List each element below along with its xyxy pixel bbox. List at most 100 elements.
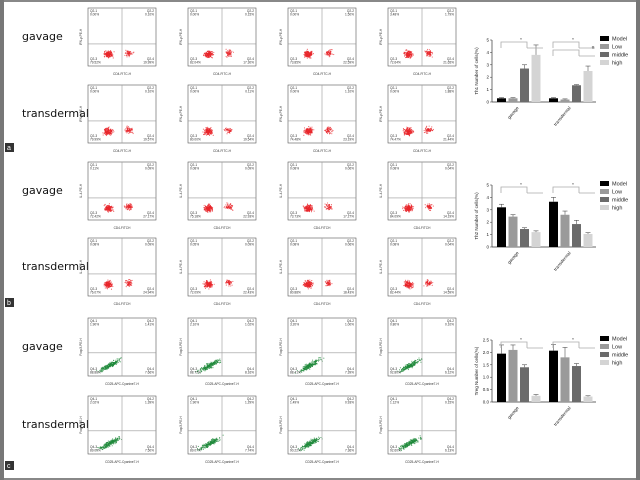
event-dot [219,359,221,361]
quadrant-percentage: 14.19% [443,215,454,219]
event-dot [406,367,409,369]
event-dot [125,208,127,210]
event-dot [116,438,118,440]
event-dot [108,203,110,205]
quadrant-percentage: 0.09% [145,243,154,247]
event-dot [126,51,128,53]
event-dot [404,207,406,209]
y-axis-label: IFN-γ-PE-H [379,28,383,45]
event-dot [405,130,407,132]
event-dot [229,204,231,206]
event-dot [130,128,132,130]
event-dot [209,367,211,370]
event-dot [208,205,210,207]
flow-plot: Q2-10.00%Q2-20.15%Q2-382.04%Q2-417.30%CD… [179,7,257,76]
event-dot [312,128,314,130]
event-dot [106,369,108,371]
x-axis-label: CD4-FITC-H [113,72,132,76]
event-dot [125,128,127,130]
event-dot [209,279,211,281]
event-dot [211,54,213,56]
event-dot [315,362,318,365]
event-dot [208,56,210,58]
event-dot [410,54,412,56]
event-dot [104,52,106,54]
event-dot [110,288,113,290]
event-dot [225,51,227,53]
event-dot [309,205,312,207]
event-dot [114,443,116,445]
event-dot [307,286,309,288]
event-dot [414,359,416,361]
event-dot [108,51,110,53]
event-dot [328,209,330,211]
event-dot [105,50,107,52]
event-dot [210,282,212,284]
event-dot [207,133,209,135]
event-dot [427,131,429,133]
event-dot [230,281,232,283]
event-dot [411,367,413,369]
quadrant-percentage: 21.65% [443,61,454,65]
event-dot [424,50,426,52]
event-dot [230,209,232,211]
event-dot [313,364,315,366]
event-dot [106,131,108,133]
event-dot [109,209,111,211]
quadrant-name: Q2-4 [147,134,154,138]
event-dot [410,205,412,207]
event-dot [226,206,228,209]
event-dot [407,210,409,212]
event-dot [208,288,210,290]
event-dot [425,283,427,285]
event-dot [423,285,425,287]
event-dot [207,51,209,53]
event-dot [209,286,211,288]
event-dot [310,287,312,290]
event-dot [310,51,312,54]
y-axis-label: Foxp3-PE-H [279,338,283,356]
event-dot [304,285,306,287]
event-dot [430,54,432,56]
event-dot [105,368,107,370]
flow-plot: Q2-13.48%Q2-21.79%Q2-372.64%Q2-421.65%CD… [379,7,457,76]
event-dot [109,441,111,443]
event-dot [111,445,113,447]
y-axis-label: IL-4-PE-H [379,183,383,198]
event-dot [304,364,306,366]
quadrant-percentage: 0.80% [390,323,399,327]
event-dot [228,52,230,54]
event-dot [128,280,130,282]
quadrant-percentage: 2.10% [190,323,199,327]
event-dot [212,134,214,136]
event-dot [208,364,210,366]
quadrant-name: Q2-4 [247,134,254,138]
event-dot [324,129,326,131]
event-dot [110,52,112,54]
event-dot [309,132,311,134]
event-dot [308,126,310,128]
event-dot [230,207,232,209]
event-dot [405,132,407,134]
event-dot [127,284,129,286]
event-dot [404,365,406,368]
event-dot [330,205,332,207]
event-dot [406,131,408,133]
event-dot [211,129,213,131]
event-dot [327,127,329,129]
quadrant-name: Q2-2 [147,86,154,90]
event-dot [331,53,333,55]
event-dot [408,51,410,53]
event-dot [231,284,233,286]
event-dot [230,49,232,52]
event-dot [427,206,429,209]
y-axis-label: IL-4-PE-H [179,183,183,198]
event-dot [103,285,105,287]
event-dot [402,366,405,368]
event-dot [404,134,406,136]
event-dot [407,130,409,132]
scatter-points [102,125,134,137]
event-dot [311,280,313,282]
event-dot [309,128,312,130]
event-dot [209,365,212,367]
